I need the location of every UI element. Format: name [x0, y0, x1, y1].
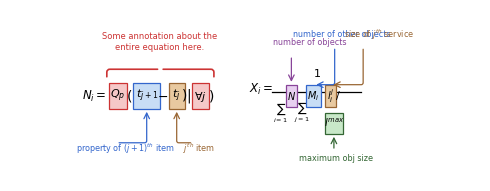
- FancyBboxPatch shape: [325, 85, 336, 107]
- Text: Some annotation about the
entire equation here.: Some annotation about the entire equatio…: [102, 32, 218, 52]
- Text: $/$: $/$: [335, 89, 341, 102]
- FancyBboxPatch shape: [192, 83, 209, 109]
- Text: number of other objects: number of other objects: [293, 30, 391, 39]
- Text: size of $j^{th}$ service: size of $j^{th}$ service: [344, 28, 415, 42]
- Text: $Q_p$: $Q_p$: [110, 88, 125, 104]
- Text: $\forall j$: $\forall j$: [194, 89, 207, 104]
- FancyBboxPatch shape: [169, 83, 185, 109]
- Text: $t_j$: $t_j$: [172, 88, 181, 104]
- Text: $)$: $)$: [208, 88, 214, 104]
- Text: number of objects: number of objects: [273, 38, 346, 47]
- Text: $($: $($: [125, 88, 132, 104]
- Text: $t_{j+1}$: $t_{j+1}$: [136, 88, 158, 104]
- FancyBboxPatch shape: [133, 83, 160, 109]
- Text: property of $(j+1)^{th}$ item: property of $(j+1)^{th}$ item: [76, 142, 175, 156]
- FancyBboxPatch shape: [306, 85, 320, 107]
- Text: $l^j_i$: $l^j_i$: [327, 87, 334, 105]
- Text: $-$: $-$: [157, 90, 169, 103]
- Text: $)|$: $)|$: [181, 87, 192, 105]
- Text: $l^{max}$: $l^{max}$: [324, 117, 344, 129]
- FancyBboxPatch shape: [109, 83, 127, 109]
- Text: $X_i = $: $X_i = $: [249, 82, 273, 97]
- Text: $j^{th}$ item: $j^{th}$ item: [183, 142, 215, 156]
- FancyBboxPatch shape: [325, 113, 343, 134]
- Text: $\sum_{j=1}$: $\sum_{j=1}$: [294, 101, 309, 125]
- Text: maximum obj size: maximum obj size: [298, 155, 372, 163]
- Text: $M_i$: $M_i$: [307, 89, 319, 103]
- Text: $1$: $1$: [313, 67, 321, 79]
- Text: $N_i = $: $N_i = $: [82, 89, 106, 104]
- FancyBboxPatch shape: [286, 85, 297, 107]
- Text: $N$: $N$: [287, 90, 296, 102]
- Text: $\sum_{i=1}$: $\sum_{i=1}$: [273, 102, 288, 125]
